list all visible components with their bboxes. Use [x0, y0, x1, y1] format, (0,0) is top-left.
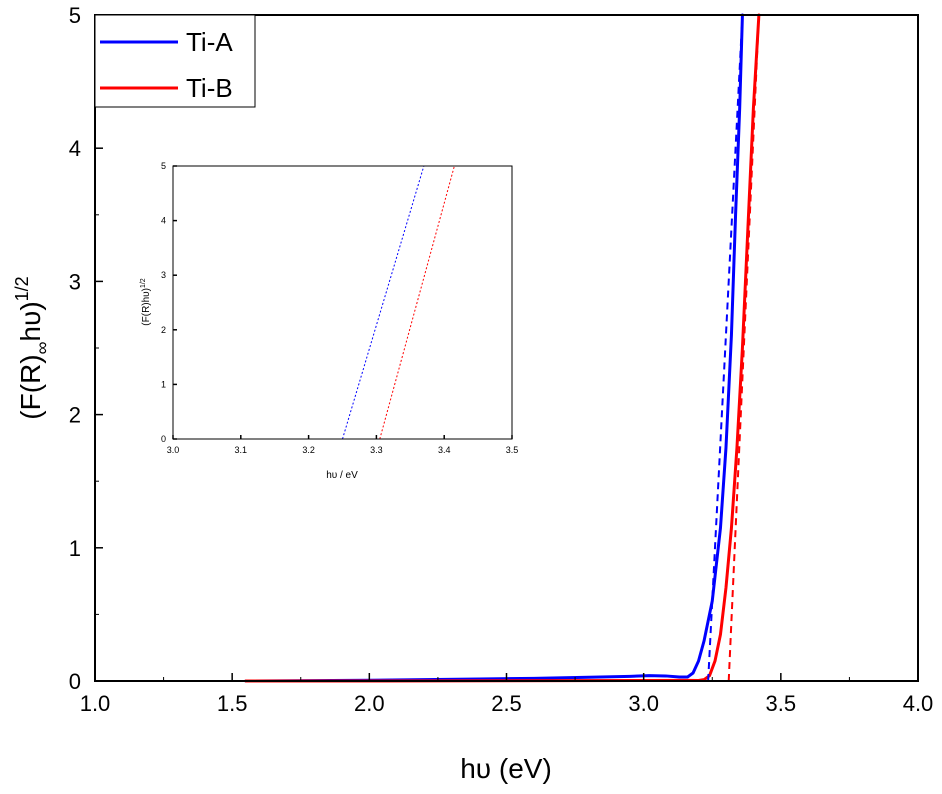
main-x-tick-label: 1.0: [80, 691, 111, 716]
inset-y-tick-label: 2: [161, 325, 166, 335]
inset-y-axis-label-sup: 1/2: [140, 278, 147, 288]
main-x-axis-label-unit: (eV): [499, 753, 552, 784]
inset-y-tick-label: 0: [161, 434, 166, 444]
main-y-tick-label: 1: [69, 536, 81, 561]
legend-box: [94, 14, 256, 108]
main-x-axis-label-base: hυ: [460, 753, 491, 784]
main-x-tick-label: 2.0: [354, 691, 385, 716]
main-y-tick-label: 3: [69, 269, 81, 294]
main-x-tick-label: 1.5: [217, 691, 248, 716]
main-x-tick-label: 3.5: [766, 691, 797, 716]
inset-series-fit-0-line: [342, 165, 425, 440]
main-y-tick-label: 4: [69, 136, 81, 161]
inset-x-axis-label: hυ / eV: [326, 470, 358, 481]
inset-x-tick-label: 3.1: [235, 445, 248, 455]
inset-y-tick-label: 4: [161, 216, 166, 226]
legend-label-ti-a: Ti-A: [186, 27, 233, 57]
inset-x-tick-label: 3.5: [506, 445, 519, 455]
main-series-fit-3-line: [727, 14, 760, 682]
main-y-axis-label-sup: 1/2: [12, 276, 32, 301]
main-x-tick-label: 2.5: [491, 691, 522, 716]
legend: Ti-A Ti-B: [94, 14, 256, 108]
inset-y-tick-label: 1: [161, 379, 166, 389]
inset-y-tick-label: 3: [161, 270, 166, 280]
inset-x-tick-label: 3.3: [370, 445, 383, 455]
main-y-tick-label: 0: [69, 669, 81, 694]
main-y-axis-label-sub: ∞: [32, 341, 52, 354]
main-series-fit-2-line: [707, 14, 744, 682]
inset-x-tick-label: 3.0: [167, 445, 180, 455]
inset-y-tick-label: 5: [161, 161, 166, 171]
main-ticks-layer: 1.0 1.5 2.0 2.5 3.0 3.5 4.0 0 1 2 3 4 5: [69, 3, 934, 716]
main-y-axis-label-mid: hυ): [15, 301, 46, 341]
main-y-axis-label: (F(R)∞hυ)1/2: [12, 276, 52, 419]
inset-ticks-layer: 3.0 3.1 3.2 3.3 3.4 3.5 0 1 2 3 4 5: [161, 161, 518, 455]
main-x-axis-label: hυ (eV): [460, 753, 552, 784]
inset-x-tick-label: 3.2: [302, 445, 315, 455]
main-y-tick-label: 2: [69, 403, 81, 428]
inset-x-tick-label: 3.4: [438, 445, 451, 455]
main-series-ti-a-line: [244, 13, 744, 683]
main-x-tick-label: 4.0: [903, 691, 934, 716]
inset-series-fit-1-line: [379, 165, 455, 440]
main-x-tick-label: 3.0: [628, 691, 659, 716]
inset-background: [173, 166, 512, 439]
inset-plot: 3.0 3.1 3.2 3.3 3.4 3.5 0 1 2 3 4 5: [161, 161, 518, 455]
inset-plot-frame: [172, 165, 513, 440]
main-y-tick-label: 5: [69, 3, 81, 28]
inset-y-axis-label: (F(R)hυ)1/2: [140, 278, 152, 326]
main-y-axis-label-open: (F(R): [15, 354, 46, 419]
inset-series-layer: [342, 165, 455, 440]
main-plot: 1.0 1.5 2.0 2.5 3.0 3.5 4.0 0 1 2 3 4 5: [69, 3, 934, 716]
inset-y-axis-label-base: (F(R)hυ): [141, 288, 152, 326]
legend-label-ti-b: Ti-B: [186, 73, 233, 103]
